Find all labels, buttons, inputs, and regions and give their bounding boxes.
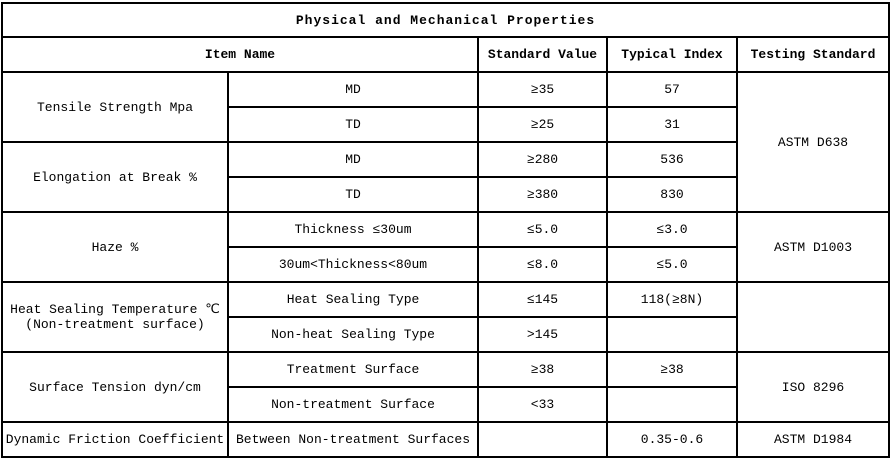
table-row-haze-thin: Haze % Thickness ≤30um ≤5.0 ≤3.0 ASTM D1…	[1, 211, 890, 283]
table-row-heat-sealing: Heat Sealing Temperature ℃ (Non-treatmen…	[1, 281, 890, 353]
testing-standard-cell: ASTM D1003	[735, 211, 890, 283]
testing-standard-cell: ASTM D1984	[735, 421, 890, 458]
typical-index-cell: 536	[606, 141, 738, 178]
standard-value-cell: ≤145	[477, 281, 608, 318]
testing-standard-cell	[735, 281, 890, 353]
typical-index-cell: 0.35-0.6	[606, 421, 738, 458]
sub-item-cell: TD	[227, 106, 479, 143]
col-header-item-name: Item Name	[1, 36, 479, 73]
standard-value-cell: ≥38	[477, 351, 608, 388]
table-row-elongation-td: TD ≥380 830	[2, 176, 889, 213]
table-row-tensile-md: Tensile Strength Mpa MD ≥35 57 ASTM D638	[1, 71, 890, 213]
standard-value-cell: ≥35	[477, 71, 608, 108]
title-row: Physical and Mechanical Properties	[0, 2, 890, 38]
table-row-tensile-td: TD ≥25 31	[2, 106, 889, 143]
sub-item-cell: Non-treatment Surface	[227, 386, 479, 423]
sub-item-cell: Non-heat Sealing Type	[227, 316, 479, 353]
item-name-cell: Dynamic Friction Coefficient	[1, 421, 229, 458]
table-row-surface-tension-treated: Surface Tension dyn/cm Treatment Surface…	[1, 351, 890, 423]
table-title: Physical and Mechanical Properties	[0, 2, 890, 38]
typical-index-cell: 830	[606, 176, 738, 213]
sub-item-cell: MD	[227, 141, 479, 178]
item-name-cell: Haze %	[1, 211, 229, 283]
typical-index-cell: 31	[606, 106, 738, 143]
standard-value-cell: ≥25	[477, 106, 608, 143]
sub-item-cell: Thickness ≤30um	[227, 211, 479, 248]
typical-index-cell: 57	[606, 71, 738, 108]
typical-index-cell: ≤5.0	[606, 246, 738, 283]
col-header-typical-index: Typical Index	[606, 36, 738, 73]
item-name-cell: Tensile Strength Mpa	[1, 71, 229, 143]
standard-value-cell: ≤8.0	[477, 246, 608, 283]
standard-value-cell: ≥380	[477, 176, 608, 213]
sub-item-cell: Between Non-treatment Surfaces	[227, 421, 479, 458]
standard-value-cell	[477, 421, 608, 458]
item-name-cell: Heat Sealing Temperature ℃ (Non-treatmen…	[1, 281, 229, 353]
table-row-non-heat-sealing: Non-heat Sealing Type >145	[2, 316, 889, 353]
standard-value-cell: ≤5.0	[477, 211, 608, 248]
item-name-cell: Surface Tension dyn/cm	[1, 351, 229, 423]
standard-value-cell: <33	[477, 386, 608, 423]
typical-index-cell	[606, 316, 738, 353]
item-name-cell: Elongation at Break %	[1, 141, 229, 213]
testing-standard-cell: ISO 8296	[735, 351, 890, 423]
standard-value-cell: >145	[477, 316, 608, 353]
standard-value-cell: ≥280	[477, 141, 608, 178]
table-row-dynamic-friction: Dynamic Friction Coefficient Between Non…	[1, 421, 890, 458]
table-row-surface-tension-untreated: Non-treatment Surface <33	[2, 386, 889, 423]
col-header-testing-standard: Testing Standard	[735, 36, 890, 73]
sub-item-cell: Heat Sealing Type	[227, 281, 479, 318]
typical-index-cell	[606, 386, 738, 423]
sub-item-cell: MD	[227, 71, 479, 108]
testing-standard-cell: ASTM D638	[735, 71, 890, 213]
sub-item-cell: Treatment Surface	[227, 351, 479, 388]
typical-index-cell: ≥38	[606, 351, 738, 388]
table-row-haze-thick: 30um<Thickness<80um ≤8.0 ≤5.0	[2, 246, 889, 283]
sub-item-cell: TD	[227, 176, 479, 213]
sub-item-cell: 30um<Thickness<80um	[227, 246, 479, 283]
typical-index-cell: 118(≥8N)	[606, 281, 738, 318]
col-header-standard-value: Standard Value	[477, 36, 608, 73]
typical-index-cell: ≤3.0	[606, 211, 738, 248]
table-row-elongation-md: Elongation at Break % MD ≥280 536	[1, 141, 889, 213]
column-header-row: Item Name Standard Value Typical Index T…	[1, 36, 890, 73]
